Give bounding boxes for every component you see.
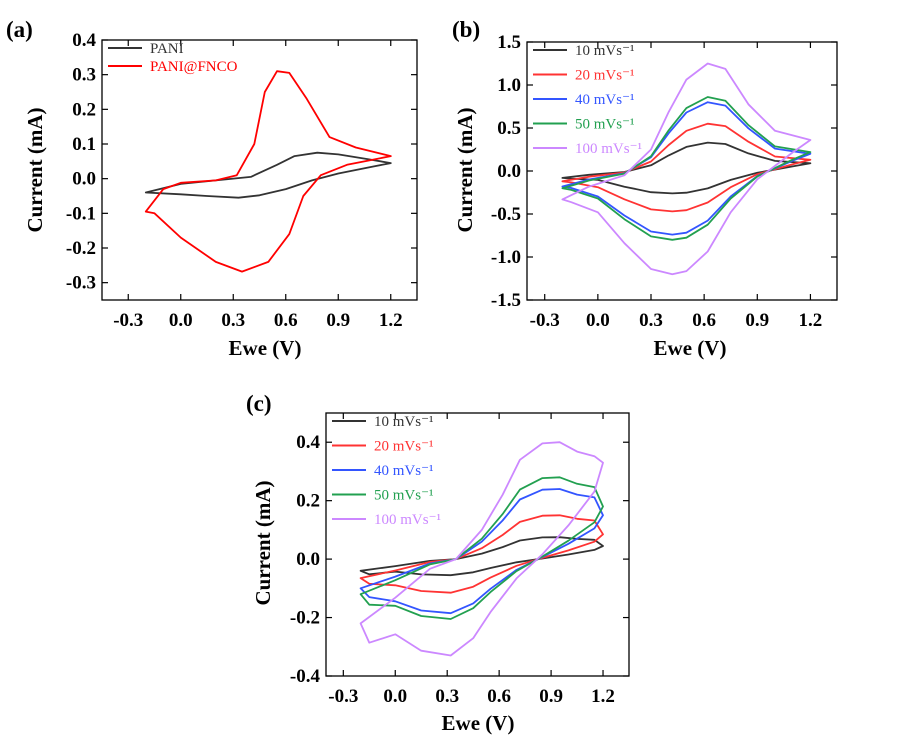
legend-label: 20 mVs⁻¹ (575, 68, 635, 84)
panel-b: (b) -0.3 0.0 0.3 0.6 0.9 1.21.51.00.50.0-0.5-… (452, 17, 838, 360)
x-tick-label: 0.3 (639, 310, 663, 331)
y-tick-label: 0.3 (72, 65, 96, 86)
panel-a-ticks: -0.3 0.0 0.3 0.6 0.9 1.2 0.4 0.3 0.2 0.1 0.0 -0.1 -0… (66, 30, 417, 331)
x-tick-label: 0.3 (221, 310, 245, 331)
x-tick-label: -0.3 (113, 310, 143, 331)
panel-a-frame (101, 39, 418, 301)
y-tick-label: 0.4 (296, 432, 320, 453)
y-tick-label: -0.2 (66, 238, 96, 259)
legend-label: 40 mVs⁻¹ (374, 463, 434, 479)
panel-c: (c) -0.3 0.0 0.3 0.6 0.9 1.2 0.4 0.2 0.0 -0.2 -0.4… (246, 391, 630, 735)
x-tick-label: -0.3 (328, 686, 358, 707)
panel-a-label: (a) (6, 17, 33, 42)
x-tick-label: 0.6 (692, 310, 716, 331)
series-line-1 (561, 122, 812, 213)
x-tick-label: 1.2 (591, 686, 615, 707)
y-tick-label: -0.3 (66, 273, 96, 294)
panel-c-legend: 10 mVs⁻¹ 20 mVs⁻¹ 40 mVs⁻¹ 50 mVs⁻¹ 100 mVs⁻… (332, 414, 441, 528)
x-tick-label: 1.2 (379, 310, 403, 331)
legend-label: 40 mVs⁻¹ (575, 92, 635, 108)
series-line-0 (561, 141, 812, 195)
y-tick-label: -0.2 (290, 608, 320, 629)
y-tick-label: 0.5 (497, 118, 521, 139)
series-line-2 (359, 488, 604, 615)
panel-b-ticks: -0.3 0.0 0.3 0.6 0.9 1.2 1.5 1.0 0.5 0.0 -0.5 -1.0 -… (491, 32, 837, 331)
panel-b-label: (b) (452, 17, 480, 42)
panel-c-label: (c) (246, 391, 272, 416)
y-tick-label: 1.0 (497, 75, 521, 96)
y-tick-label: 0.2 (296, 491, 320, 512)
y-tick-label: 0.0 (72, 169, 96, 190)
series-line-3 (561, 96, 812, 241)
x-tick-label: 0.3 (435, 686, 459, 707)
legend-label: PANI@FNCO (150, 59, 238, 75)
y-tick-label: 0.1 (72, 134, 96, 155)
x-tick-label: 0.9 (745, 310, 769, 331)
y-tick-label: -0.1 (66, 203, 96, 224)
y-tick-label: -0.4 (290, 666, 321, 687)
legend-label: 100 mVs⁻¹ (575, 141, 642, 157)
panel-c-ylabel: Current (mA) (251, 480, 275, 605)
y-tick-label: 0.0 (497, 161, 521, 182)
y-tick-label: 0.4 (72, 30, 96, 51)
legend-label: 50 mVs⁻¹ (374, 488, 434, 504)
series-line-2 (561, 101, 812, 236)
y-tick-label: 0.2 (72, 99, 96, 120)
x-tick-label: 0.0 (169, 310, 193, 331)
x-tick-label: 0.9 (539, 686, 563, 707)
panel-c-frame (325, 412, 630, 677)
y-tick-label: 0.0 (296, 549, 320, 570)
x-tick-label: 0.0 (383, 686, 407, 707)
legend-label: 10 mVs⁻¹ (374, 414, 434, 430)
legend-label: PANI (150, 41, 184, 57)
series-line-0 (359, 536, 604, 577)
legend-label: 50 mVs⁻¹ (575, 117, 635, 133)
panel-b-xlabel: Ewe (V) (654, 336, 727, 360)
y-tick-label: -0.5 (491, 204, 521, 225)
series-line-3 (359, 476, 604, 620)
series-line-4 (359, 441, 604, 657)
panel-c-curves (359, 441, 604, 657)
y-tick-label: 1.5 (497, 32, 521, 53)
x-tick-label: 0.6 (487, 686, 511, 707)
panel-b-legend: 10 mVs⁻¹ 20 mVs⁻¹ 40 mVs⁻¹ 50 mVs⁻¹ 100 mVs⁻… (533, 43, 642, 157)
x-tick-label: 0.0 (586, 310, 610, 331)
panel-b-ylabel: Current (mA) (453, 107, 477, 232)
panel-b-frame (526, 41, 838, 301)
series-line-0 (144, 151, 392, 199)
legend-label: 100 mVs⁻¹ (374, 512, 441, 528)
x-tick-label: 0.9 (326, 310, 350, 331)
panel-a-curves (144, 70, 392, 273)
panel-a: (a) -0.3 0.0 0.3 0.6 0.9 1.20.40.30.20.10.0-0… (6, 17, 418, 360)
panel-c-ticks: -0.3 0.0 0.3 0.6 0.9 1.2 0.4 0.2 0.0 -0.2 -0.4 (290, 413, 629, 707)
panel-a-ylabel: Current (mA) (23, 107, 47, 232)
panel-a-xlabel: Ewe (V) (229, 336, 302, 360)
legend-label: 20 mVs⁻¹ (374, 439, 434, 455)
x-tick-label: 0.6 (274, 310, 298, 331)
y-tick-label: -1.5 (491, 290, 521, 311)
series-line-1 (144, 70, 392, 273)
panel-a-legend: PANI PANI@FNCO (108, 41, 238, 75)
panel-c-xlabel: Ewe (V) (442, 711, 515, 735)
series-line-4 (561, 62, 812, 276)
legend-label: 10 mVs⁻¹ (575, 43, 635, 59)
x-tick-label: -0.3 (530, 310, 560, 331)
y-tick-label: -1.0 (491, 247, 521, 268)
series-line-1 (359, 514, 604, 594)
x-tick-label: 1.2 (799, 310, 823, 331)
panel-b-curves (561, 62, 812, 276)
